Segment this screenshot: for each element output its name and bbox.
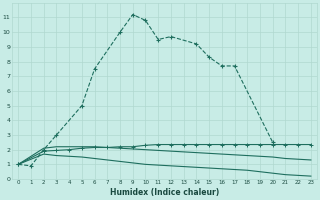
X-axis label: Humidex (Indice chaleur): Humidex (Indice chaleur) — [110, 188, 219, 197]
